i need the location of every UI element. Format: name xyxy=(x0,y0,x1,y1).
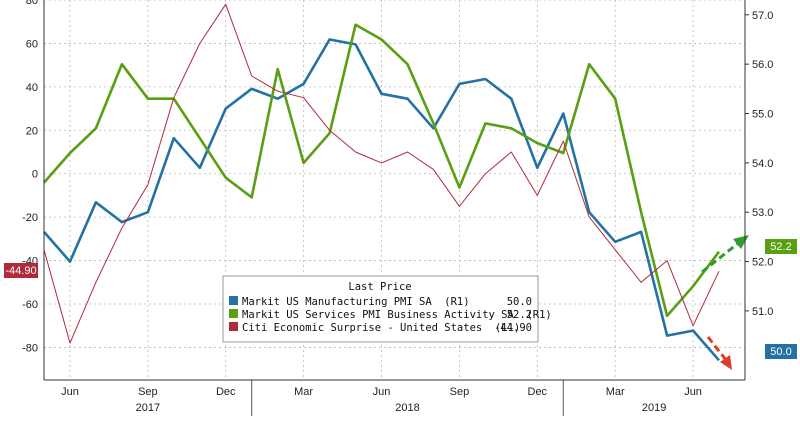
legend-swatch-citi xyxy=(229,322,238,331)
y-left-tick: 20 xyxy=(26,125,38,137)
services-badge-value: 52.2 xyxy=(770,241,791,253)
x-month-tick: Jun xyxy=(373,386,391,398)
down-arrow-head xyxy=(720,355,732,370)
legend-swatch-manufacturing xyxy=(229,296,238,305)
legend-title: Last Price xyxy=(348,281,411,293)
y-left-tick: 80 xyxy=(26,0,38,7)
y-right-tick: 57.0 xyxy=(752,10,773,22)
legend-value-manufacturing: 50.0 xyxy=(507,296,532,308)
axes: 806040200-20-40-60-8057.056.055.054.053.… xyxy=(22,0,773,416)
x-year-label: 2019 xyxy=(642,402,666,414)
up-arrow-head xyxy=(733,235,749,249)
manufacturing-badge-value: 50.0 xyxy=(770,346,791,358)
y-right-tick: 53.0 xyxy=(752,207,773,219)
legend: Last Price Markit US Manufacturing PMI S… xyxy=(223,276,552,342)
x-month-tick: Mar xyxy=(294,386,313,398)
y-left-tick: 60 xyxy=(26,38,38,50)
x-year-label: 2018 xyxy=(395,402,419,414)
legend-label-services: Markit US Services PMI Business Activity… xyxy=(242,309,552,321)
legend-value-citi: -44.90 xyxy=(494,322,532,334)
x-month-tick: Jun xyxy=(684,386,702,398)
y-right-tick: 52.0 xyxy=(752,257,773,269)
x-month-tick: Sep xyxy=(138,386,158,398)
y-left-tick: 0 xyxy=(32,169,38,181)
x-month-tick: Mar xyxy=(606,386,625,398)
x-year-label: 2017 xyxy=(136,402,160,414)
legend-label-manufacturing: Markit US Manufacturing PMI SA (R1) xyxy=(242,296,470,308)
y-right-tick: 56.0 xyxy=(752,59,773,71)
y-right-tick: 55.0 xyxy=(752,109,773,121)
legend-label-citi: Citi Economic Surprise - United States (… xyxy=(242,322,520,334)
y-right-tick: 51.0 xyxy=(752,306,773,318)
left-badge-value: -44.90 xyxy=(5,265,36,277)
y-left-tick: -20 xyxy=(22,212,38,224)
y-left-tick: 40 xyxy=(26,82,38,94)
x-month-tick: Sep xyxy=(450,386,470,398)
x-month-tick: Dec xyxy=(216,386,236,398)
legend-swatch-services xyxy=(229,309,238,318)
y-left-tick: -60 xyxy=(22,299,38,311)
x-month-tick: Jun xyxy=(61,386,79,398)
legend-value-services: 52.2 xyxy=(507,309,532,321)
x-month-tick: Dec xyxy=(528,386,548,398)
y-left-tick: -80 xyxy=(22,342,38,354)
y-right-tick: 54.0 xyxy=(752,158,773,170)
